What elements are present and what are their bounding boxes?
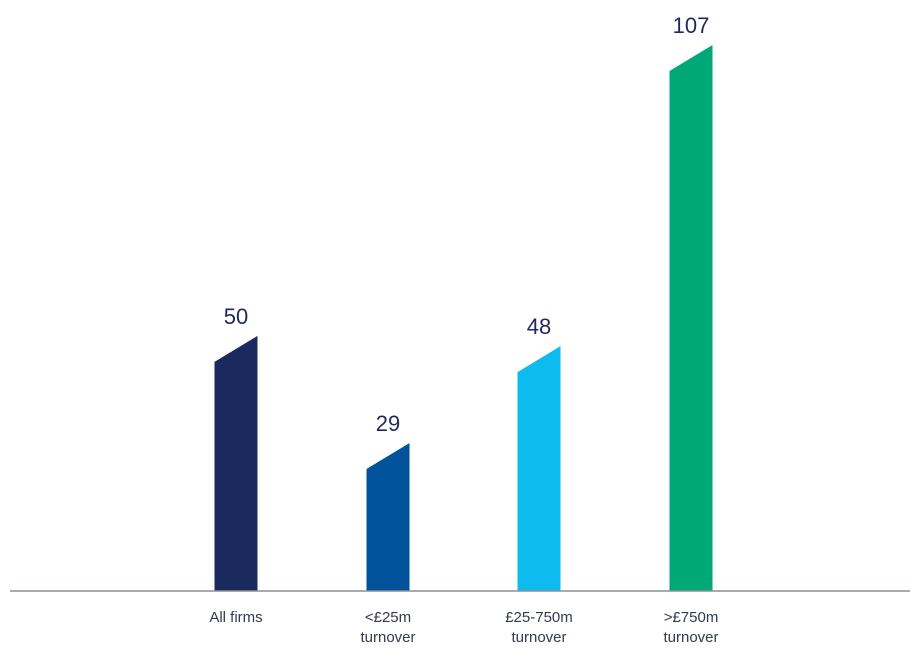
- x-tick-label-line: £25-750m: [505, 609, 573, 626]
- x-tick-label-line: <£25m: [365, 609, 411, 626]
- x-tick-label-1: All firms: [209, 609, 262, 626]
- value-label-4: 107: [673, 13, 710, 38]
- x-tick-label-line: turnover: [511, 629, 566, 646]
- value-labels-group: 50 29 48 107: [224, 13, 710, 436]
- value-label-1: 50: [224, 304, 248, 329]
- value-label-3: 48: [527, 314, 551, 339]
- bars-group: [214, 45, 713, 591]
- x-tick-label-3: £25-750m turnover: [505, 609, 573, 646]
- bar-3: [517, 346, 561, 591]
- x-tick-labels-group: All firms <£25m turnover£25-750m turnover>£…: [209, 609, 718, 646]
- bar-2: [366, 443, 410, 591]
- x-tick-label-line: >£750m: [664, 609, 719, 626]
- x-tick-label-line: turnover: [663, 629, 718, 646]
- x-tick-label-line: All firms: [209, 609, 262, 626]
- bar-1: [214, 335, 258, 591]
- bar-4: [669, 45, 713, 591]
- x-tick-label-line: turnover: [360, 629, 415, 646]
- x-tick-label-2: <£25m turnover: [360, 609, 415, 646]
- value-label-2: 29: [376, 411, 400, 436]
- x-tick-label-4: >£750m turnover: [663, 609, 718, 646]
